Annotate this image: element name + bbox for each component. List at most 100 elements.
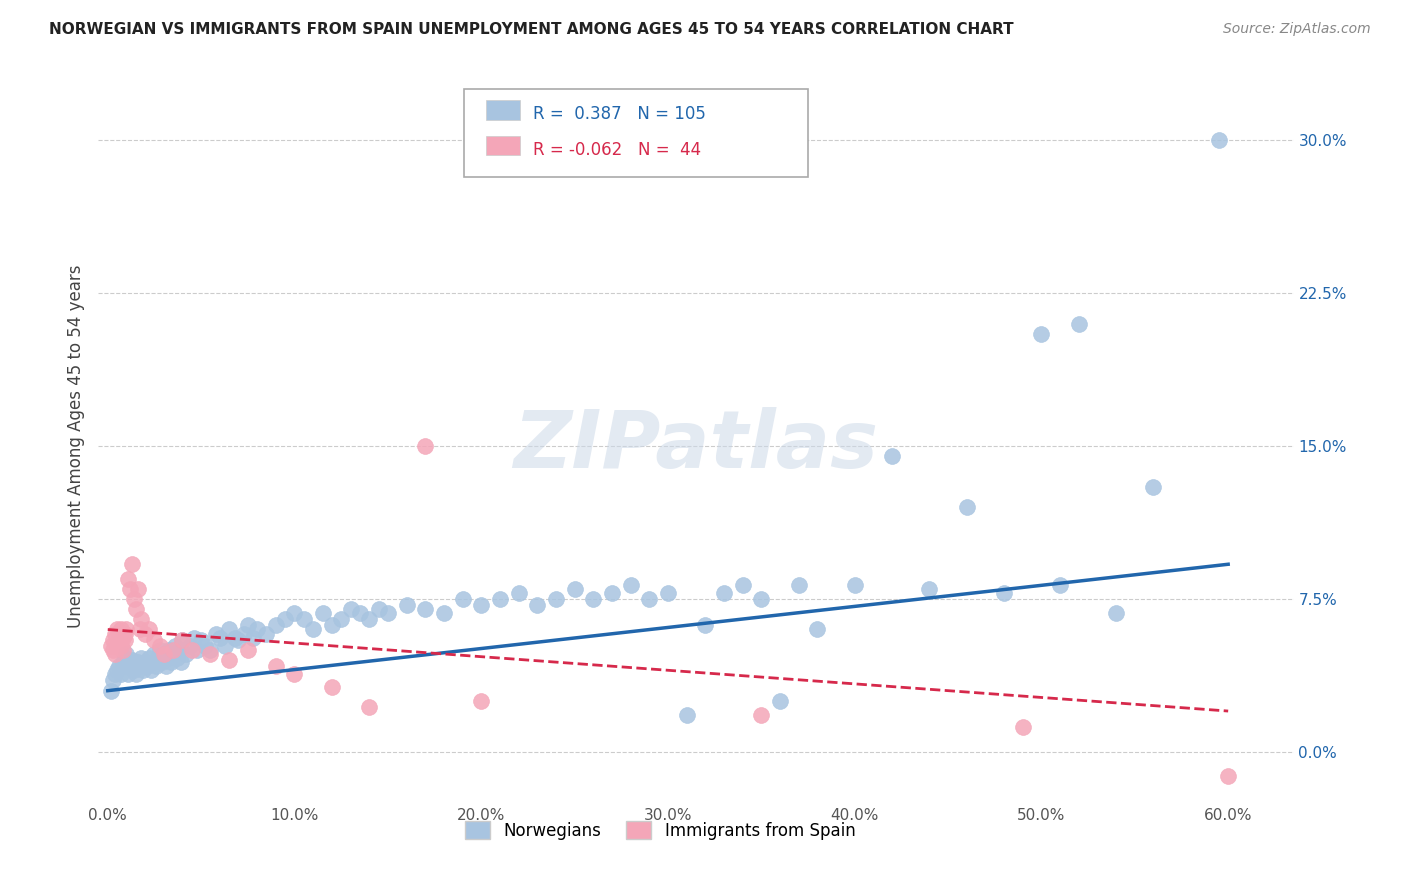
Point — [149, 643, 172, 657]
Point — [582, 591, 605, 606]
Point — [242, 631, 264, 645]
Point — [143, 632, 166, 647]
Point — [1067, 317, 1090, 331]
Point — [104, 626, 127, 640]
Point — [166, 651, 188, 665]
Point — [100, 683, 122, 698]
Point — [349, 606, 371, 620]
Point — [413, 439, 436, 453]
Point — [162, 643, 184, 657]
Point — [111, 631, 134, 645]
Point — [136, 659, 159, 673]
Point — [413, 602, 436, 616]
Point — [120, 582, 142, 596]
Point — [292, 612, 315, 626]
Point — [713, 586, 735, 600]
Point — [236, 643, 259, 657]
Point — [205, 626, 228, 640]
Point — [104, 647, 127, 661]
Point — [186, 643, 208, 657]
Point — [274, 612, 297, 626]
Point — [169, 655, 191, 669]
Point — [162, 647, 184, 661]
Point — [172, 632, 194, 647]
Point — [122, 663, 145, 677]
Point — [806, 623, 828, 637]
Point — [142, 655, 165, 669]
Point — [115, 623, 138, 637]
Point — [1049, 577, 1071, 591]
Point — [163, 639, 186, 653]
Point — [620, 577, 643, 591]
Point — [1208, 133, 1230, 147]
Point — [127, 582, 149, 596]
Point — [174, 647, 197, 661]
Point — [638, 591, 661, 606]
Point — [180, 643, 202, 657]
Point — [311, 606, 333, 620]
Point — [769, 694, 792, 708]
Point — [103, 632, 125, 647]
Legend: Norwegians, Immigrants from Spain: Norwegians, Immigrants from Spain — [457, 814, 863, 848]
Point — [1031, 326, 1053, 341]
Point — [233, 626, 256, 640]
Point — [100, 639, 122, 653]
Point — [190, 632, 212, 647]
Point — [122, 591, 145, 606]
Point — [160, 655, 183, 669]
Point — [104, 667, 127, 681]
Text: R =  0.387   N = 105: R = 0.387 N = 105 — [533, 105, 706, 123]
Point — [377, 606, 399, 620]
Point — [127, 655, 149, 669]
Point — [283, 667, 305, 681]
Point — [194, 639, 217, 653]
Point — [918, 582, 941, 596]
Point — [110, 667, 132, 681]
Text: Source: ZipAtlas.com: Source: ZipAtlas.com — [1223, 22, 1371, 37]
Point — [114, 626, 136, 640]
Point — [111, 643, 134, 657]
Point — [956, 500, 979, 515]
Point — [115, 659, 138, 673]
Point — [1218, 769, 1240, 783]
Point — [264, 618, 287, 632]
Point — [544, 591, 567, 606]
Point — [224, 631, 246, 645]
Point — [208, 631, 231, 645]
Point — [200, 647, 222, 661]
Point — [143, 647, 166, 661]
Point — [218, 653, 240, 667]
Point — [264, 659, 287, 673]
Point — [132, 663, 155, 677]
Point — [283, 606, 305, 620]
Point — [657, 586, 679, 600]
Point — [1105, 606, 1128, 620]
Point — [172, 632, 194, 647]
Point — [214, 639, 236, 653]
Point — [110, 623, 132, 637]
Point — [470, 598, 492, 612]
Point — [749, 708, 772, 723]
Point — [128, 659, 150, 673]
Point — [105, 639, 128, 653]
Point — [200, 643, 222, 657]
Point — [134, 626, 156, 640]
Point — [138, 651, 160, 665]
Point — [117, 572, 139, 586]
Point — [114, 651, 136, 665]
Point — [128, 623, 150, 637]
Point — [236, 618, 259, 632]
Point — [880, 449, 903, 463]
Point — [145, 659, 167, 673]
Y-axis label: Unemployment Among Ages 45 to 54 years: Unemployment Among Ages 45 to 54 years — [66, 264, 84, 628]
Point — [675, 708, 697, 723]
Point — [152, 647, 174, 661]
Point — [148, 651, 170, 665]
Point — [600, 586, 623, 600]
Point — [339, 602, 361, 616]
Point — [179, 639, 201, 653]
Point — [138, 623, 160, 637]
Point — [114, 632, 136, 647]
Point — [156, 651, 179, 665]
Point — [359, 612, 381, 626]
